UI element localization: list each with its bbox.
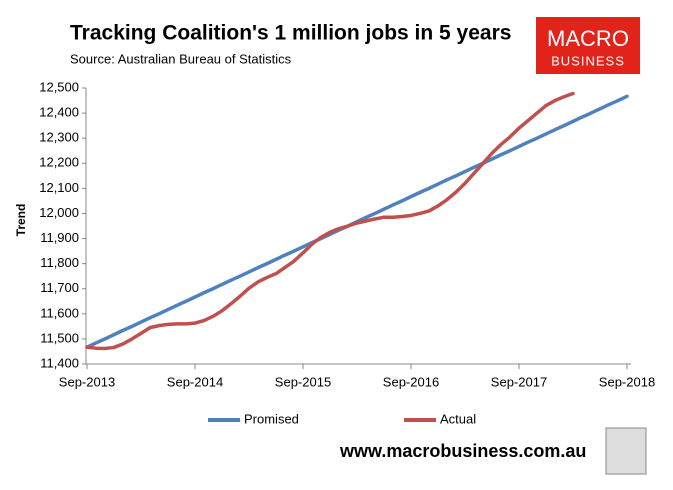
y-tick-label: 11,800 [40,255,79,270]
series-line [85,91,575,351]
chart-subtitle: Source: Australian Bureau of Statistics [70,51,292,66]
y-tick-label: 12,500 [39,79,79,94]
y-tick-label: 12,000 [39,205,79,220]
footer: www.macrobusiness.com.au [339,441,586,461]
x-tick-label: Sep-2017 [491,374,547,389]
y-tick-label: 11,500 [40,330,79,345]
legend-label: Promised [244,411,299,426]
y-tick-label: 12,400 [39,105,79,120]
x-tick-label: Sep-2015 [275,374,331,389]
legend-label: Actual [440,411,476,426]
logo-bottom: BUSINESS [551,53,625,68]
y-tick-label: 11,900 [40,230,79,245]
y-tick-label: 11,400 [40,355,79,370]
x-tick-label: Sep-2018 [599,374,655,389]
logo-box [536,17,640,74]
y-tick-label: 11,700 [40,280,79,295]
y-axis-label: Trend [14,204,28,237]
x-tick-label: Sep-2013 [59,374,115,389]
x-tick-label: Sep-2016 [383,374,439,389]
x-tick-label: Sep-2014 [167,374,223,389]
y-tick-label: 12,300 [39,130,79,145]
chart-title: Tracking Coalition's 1 million jobs in 5… [70,22,511,45]
fox-icon [605,427,647,475]
y-tick-label: 12,200 [39,155,79,170]
y-tick-label: 11,600 [40,305,79,320]
y-tick-label: 12,100 [39,180,79,195]
logo-top: MACRO [547,26,629,51]
